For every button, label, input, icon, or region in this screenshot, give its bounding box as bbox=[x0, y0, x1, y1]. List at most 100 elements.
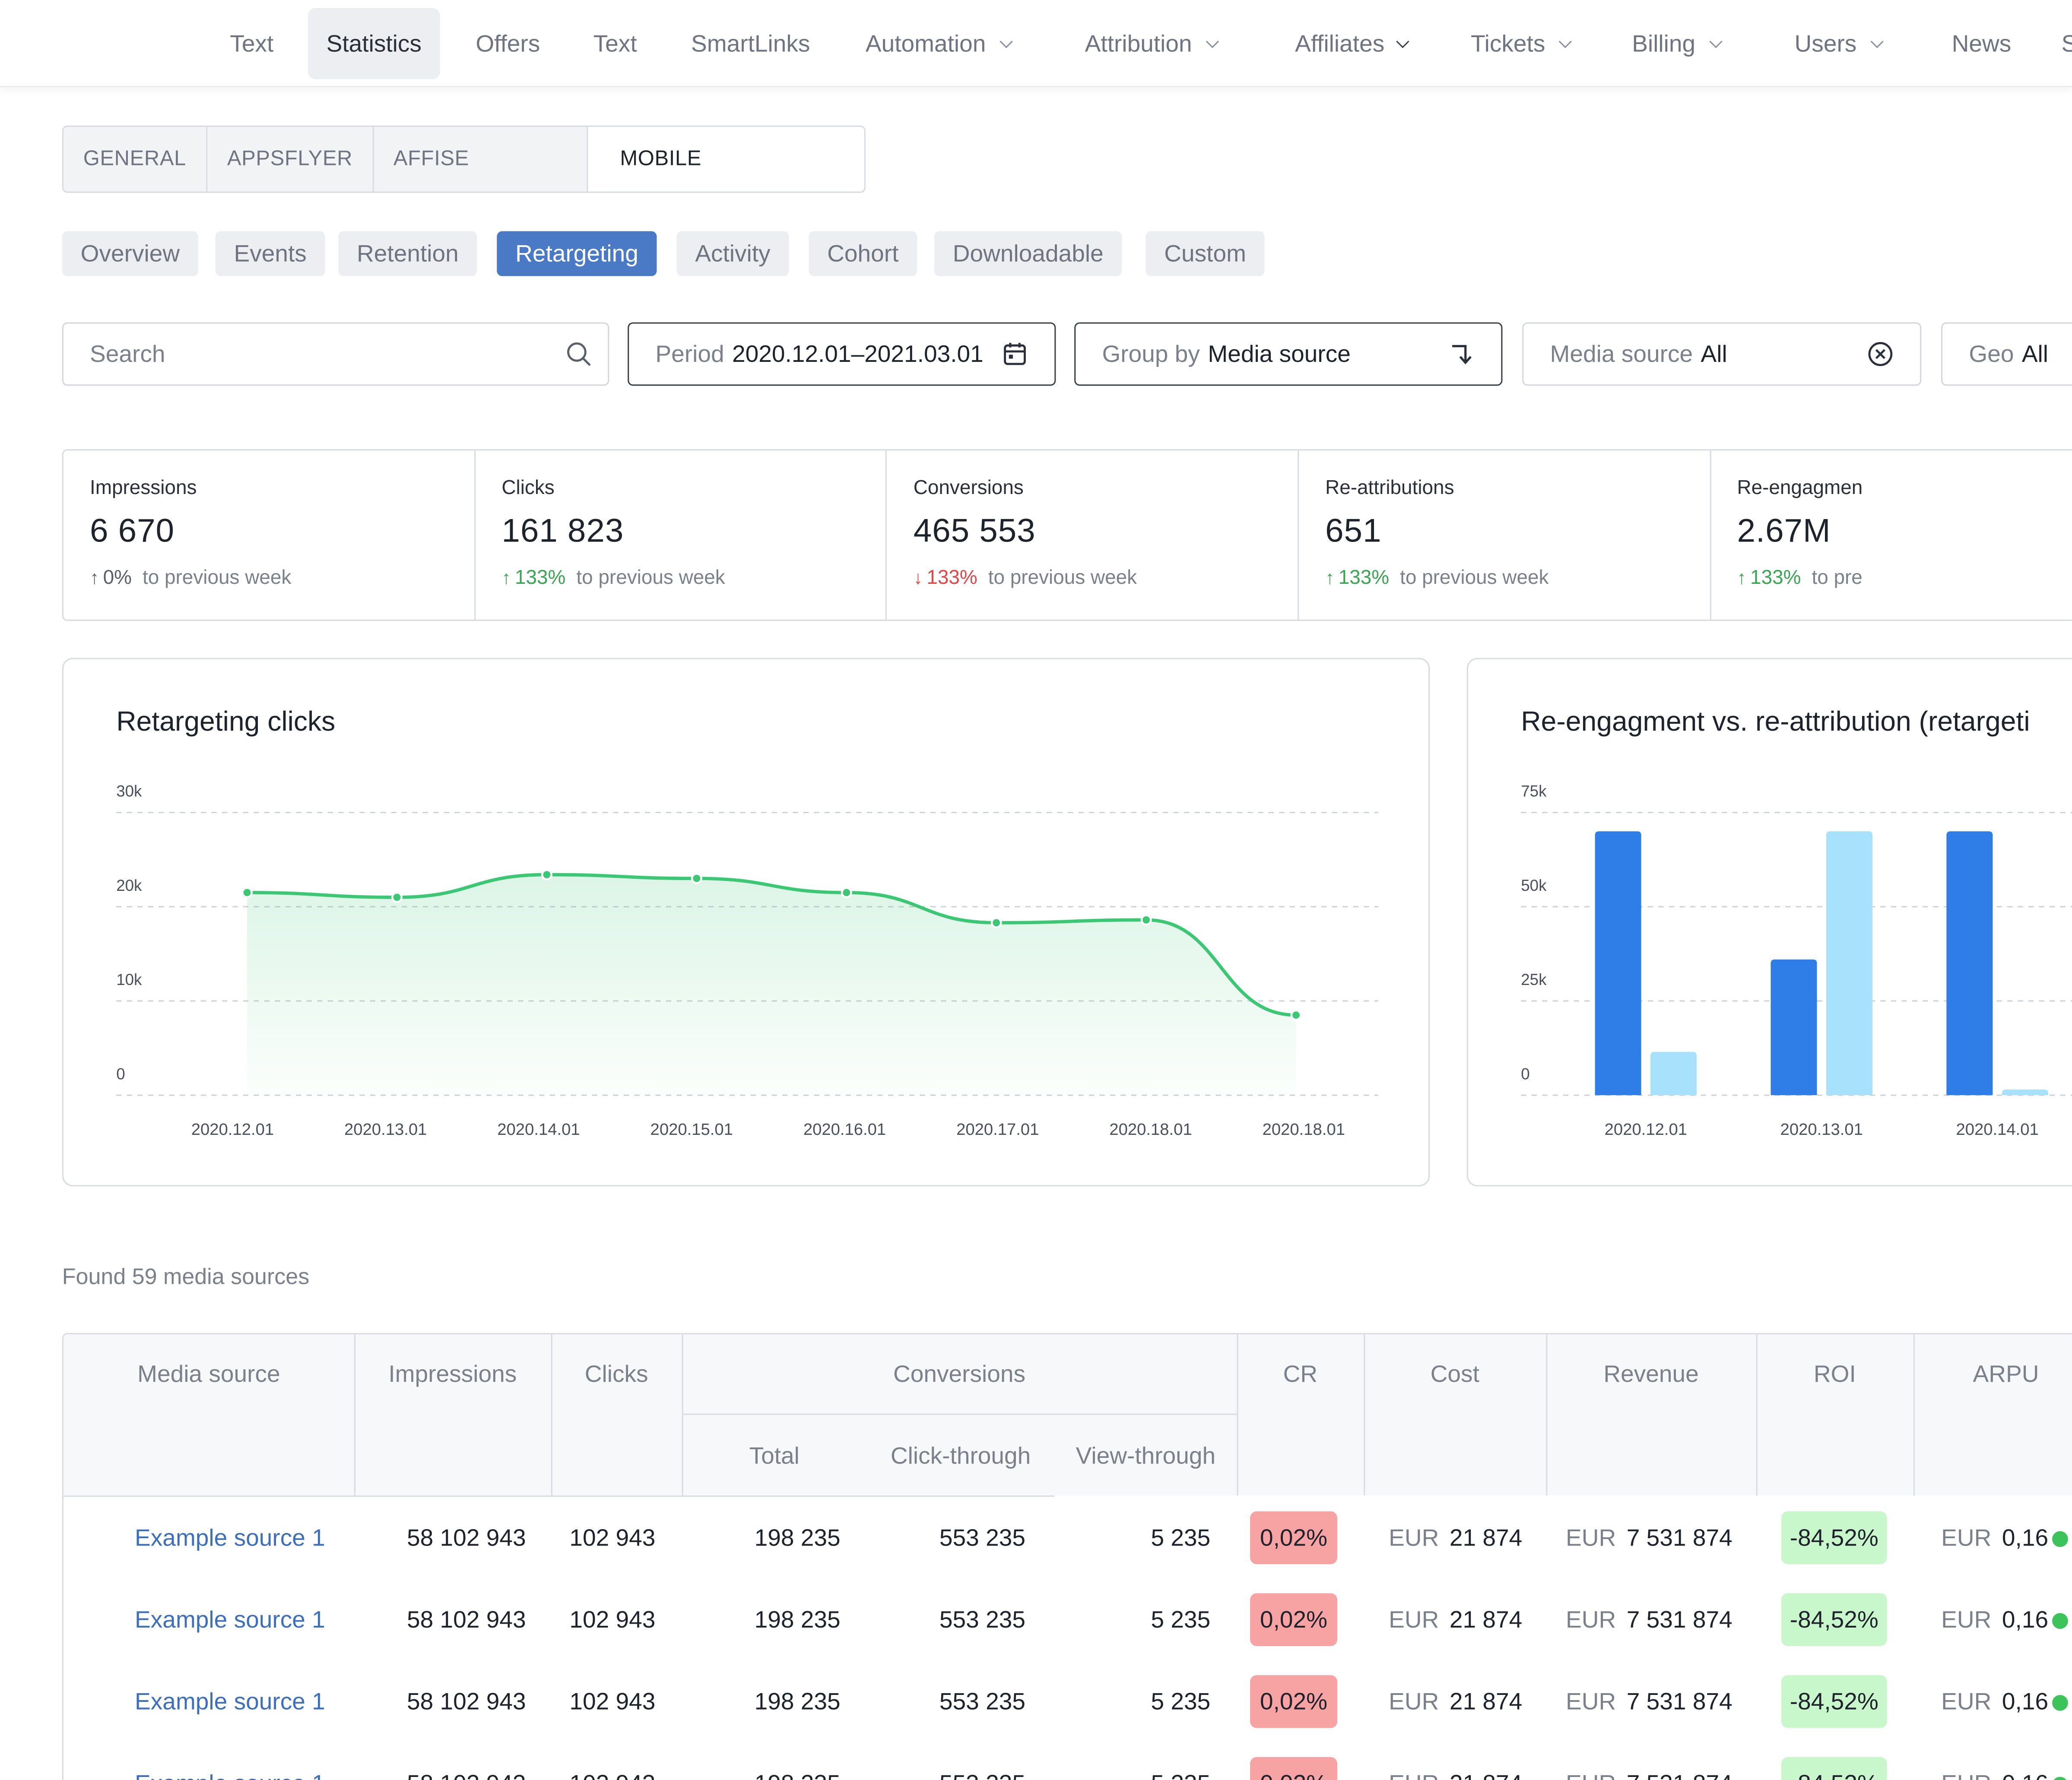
col-impressions[interactable]: Impressions bbox=[388, 1361, 517, 1387]
tab-affise-checker[interactable]: AFFISE CHECKER bbox=[374, 127, 588, 192]
y-tick-label: 30k bbox=[116, 782, 142, 800]
turn-arrow-icon[interactable] bbox=[1448, 324, 1475, 385]
subtab-retargeting[interactable]: Retargeting bbox=[497, 231, 657, 276]
period-filter[interactable]: Period 2020.12.01–2021.03.01 bbox=[628, 322, 1056, 386]
subtab-custom[interactable]: Custom bbox=[1145, 231, 1265, 276]
col-media-source[interactable]: Media source bbox=[137, 1361, 280, 1387]
total-cell: 198 235 bbox=[755, 1770, 841, 1780]
nav-item-tickets[interactable]: Tickets bbox=[1452, 8, 1589, 79]
table-row[interactable]: Example source 1 58 102 943 102 943 198 … bbox=[63, 1498, 2072, 1580]
nav-item-automation[interactable]: Automation bbox=[847, 8, 1029, 79]
tab-appsflyer[interactable]: APPSFLYER bbox=[207, 127, 374, 192]
col-click-through[interactable]: Click-through bbox=[890, 1442, 1031, 1469]
table-row[interactable]: Example source 1 58 102 943 102 943 198 … bbox=[63, 1744, 2072, 1780]
col-roi[interactable]: ROI bbox=[1813, 1361, 1856, 1387]
col-clicks[interactable]: Clicks bbox=[584, 1361, 648, 1387]
subtab-downloadable[interactable]: Downloadable bbox=[934, 231, 1122, 276]
nav-item-smartlinks[interactable]: SmartLinks bbox=[691, 30, 810, 57]
click-through-cell: 553 235 bbox=[939, 1770, 1025, 1780]
subtab-retention[interactable]: Retention bbox=[338, 231, 477, 276]
media-source-link[interactable]: Example source 1 bbox=[135, 1606, 325, 1633]
group-by-filter[interactable]: Group by Media source bbox=[1074, 322, 1503, 386]
view-through-cell: 5 235 bbox=[1151, 1688, 1211, 1715]
kpi-value: 651 bbox=[1325, 513, 1382, 550]
reengagement-chart: 0 25k 50k 75k 2020.12.01 2020.13.01 2020.14.01 bbox=[1521, 782, 2072, 1139]
col-revenue[interactable]: Revenue bbox=[1603, 1361, 1699, 1387]
kpi-delta: ↓ 133% to previous week bbox=[913, 567, 1137, 589]
table-row[interactable]: Example source 1 58 102 943 102 943 198 … bbox=[63, 1580, 2072, 1662]
tab-general[interactable]: GENERAL bbox=[63, 127, 207, 192]
media-source-label: Media source bbox=[1550, 341, 1693, 367]
data-point bbox=[691, 873, 702, 884]
subheader-bg bbox=[682, 1415, 1237, 1496]
subtab-events[interactable]: Events bbox=[215, 231, 325, 276]
total-cell: 198 235 bbox=[754, 1688, 841, 1715]
kpi-delta: ↑ 133% to previous week bbox=[1325, 567, 1549, 589]
col-conversions: Conversions bbox=[893, 1361, 1026, 1387]
nav-item-overflow[interactable]: S bbox=[2043, 8, 2072, 79]
impressions-cell: 58 102 943 bbox=[406, 1524, 526, 1551]
col-cr[interactable]: CR bbox=[1283, 1361, 1318, 1387]
nav-item-affiliates[interactable]: Affiliates bbox=[1276, 8, 1425, 79]
nav-item-text-2[interactable]: Text bbox=[593, 30, 637, 57]
col-conv-total[interactable]: Total bbox=[749, 1442, 800, 1469]
total-cell: 198 235 bbox=[754, 1606, 841, 1633]
nav-item-news[interactable]: News bbox=[1951, 30, 2012, 57]
media-source-link[interactable]: Example source 1 bbox=[135, 1770, 325, 1780]
bar bbox=[1771, 959, 1817, 1096]
search-field[interactable]: Search bbox=[62, 322, 609, 386]
calendar-icon[interactable] bbox=[1002, 324, 1028, 385]
search-icon[interactable] bbox=[565, 324, 592, 385]
chevron-down-icon bbox=[1206, 35, 1219, 48]
nav-item-statistics[interactable]: Statistics bbox=[308, 8, 440, 79]
view-through-cell: 5 235 bbox=[1151, 1770, 1211, 1780]
clear-icon[interactable] bbox=[1867, 324, 1894, 385]
media-source-filter[interactable]: Media source All bbox=[1522, 322, 1922, 386]
clicks-cell: 102 943 bbox=[569, 1770, 655, 1780]
nav-item-attribution[interactable]: Attribution bbox=[1066, 8, 1236, 79]
impressions-cell: 58 102 943 bbox=[406, 1606, 526, 1633]
clicks-cell: 102 943 bbox=[569, 1688, 656, 1715]
col-arpu[interactable]: ARPU bbox=[1973, 1361, 2039, 1387]
y-tick-label: 25k bbox=[1521, 971, 1547, 988]
status-dot bbox=[2052, 1613, 2068, 1629]
impressions-cell: 58 102 943 bbox=[407, 1770, 526, 1780]
col-view-through[interactable]: View-through bbox=[1076, 1442, 1216, 1469]
media-source-link[interactable]: Example source 1 bbox=[135, 1688, 325, 1715]
geo-label: Geo bbox=[1969, 341, 2014, 367]
geo-filter[interactable]: Geo All bbox=[1941, 322, 2072, 386]
nav-item-users[interactable]: Users bbox=[1776, 8, 1901, 79]
nav-item-billing[interactable]: Billing bbox=[1613, 8, 1739, 79]
cr-badge: 0,02% bbox=[1250, 1511, 1338, 1565]
chart-title: Retargeting clicks bbox=[116, 706, 336, 738]
x-tick-label: 2020.17.01 bbox=[956, 1120, 1039, 1139]
bar bbox=[1946, 831, 1993, 1096]
table-row[interactable]: Example source 1 58 102 943 102 943 198 … bbox=[63, 1662, 2072, 1744]
group-by-label: Group by bbox=[1102, 341, 1200, 367]
geo-value: All bbox=[2021, 341, 2049, 367]
kpi-impressions: Impressions 6 670 ↑ 0% to previous week bbox=[63, 450, 476, 620]
search-input[interactable]: Search bbox=[90, 341, 165, 367]
tab-mobile-attribution[interactable]: MOBILE ATTRIBUTION bbox=[588, 127, 864, 192]
col-cost[interactable]: Cost bbox=[1430, 1361, 1479, 1387]
subtab-overview[interactable]: Overview bbox=[62, 231, 198, 276]
y-tick-label: 0 bbox=[116, 1065, 125, 1083]
y-tick-label: 50k bbox=[1521, 877, 1547, 894]
kpi-value: 2.67M bbox=[1737, 513, 1831, 550]
status-dot bbox=[2052, 1531, 2068, 1547]
area-fill bbox=[247, 874, 1296, 1096]
media-sources-table: Media source Impressions Clicks Conversi… bbox=[62, 1333, 2072, 1780]
subtab-activity[interactable]: Activity bbox=[676, 231, 789, 276]
subtab-cohort[interactable]: Cohort bbox=[809, 231, 917, 276]
media-source-link[interactable]: Example source 1 bbox=[135, 1524, 325, 1551]
nav-item-text[interactable]: Text bbox=[230, 30, 274, 57]
kpi-value: 161 823 bbox=[501, 513, 624, 550]
kpi-delta: ↑ 133% to pre bbox=[1737, 567, 1863, 589]
chevron-down-icon bbox=[1870, 35, 1884, 48]
clicks-cell: 102 943 bbox=[569, 1606, 656, 1633]
nav-item-offers[interactable]: Offers bbox=[476, 30, 540, 57]
